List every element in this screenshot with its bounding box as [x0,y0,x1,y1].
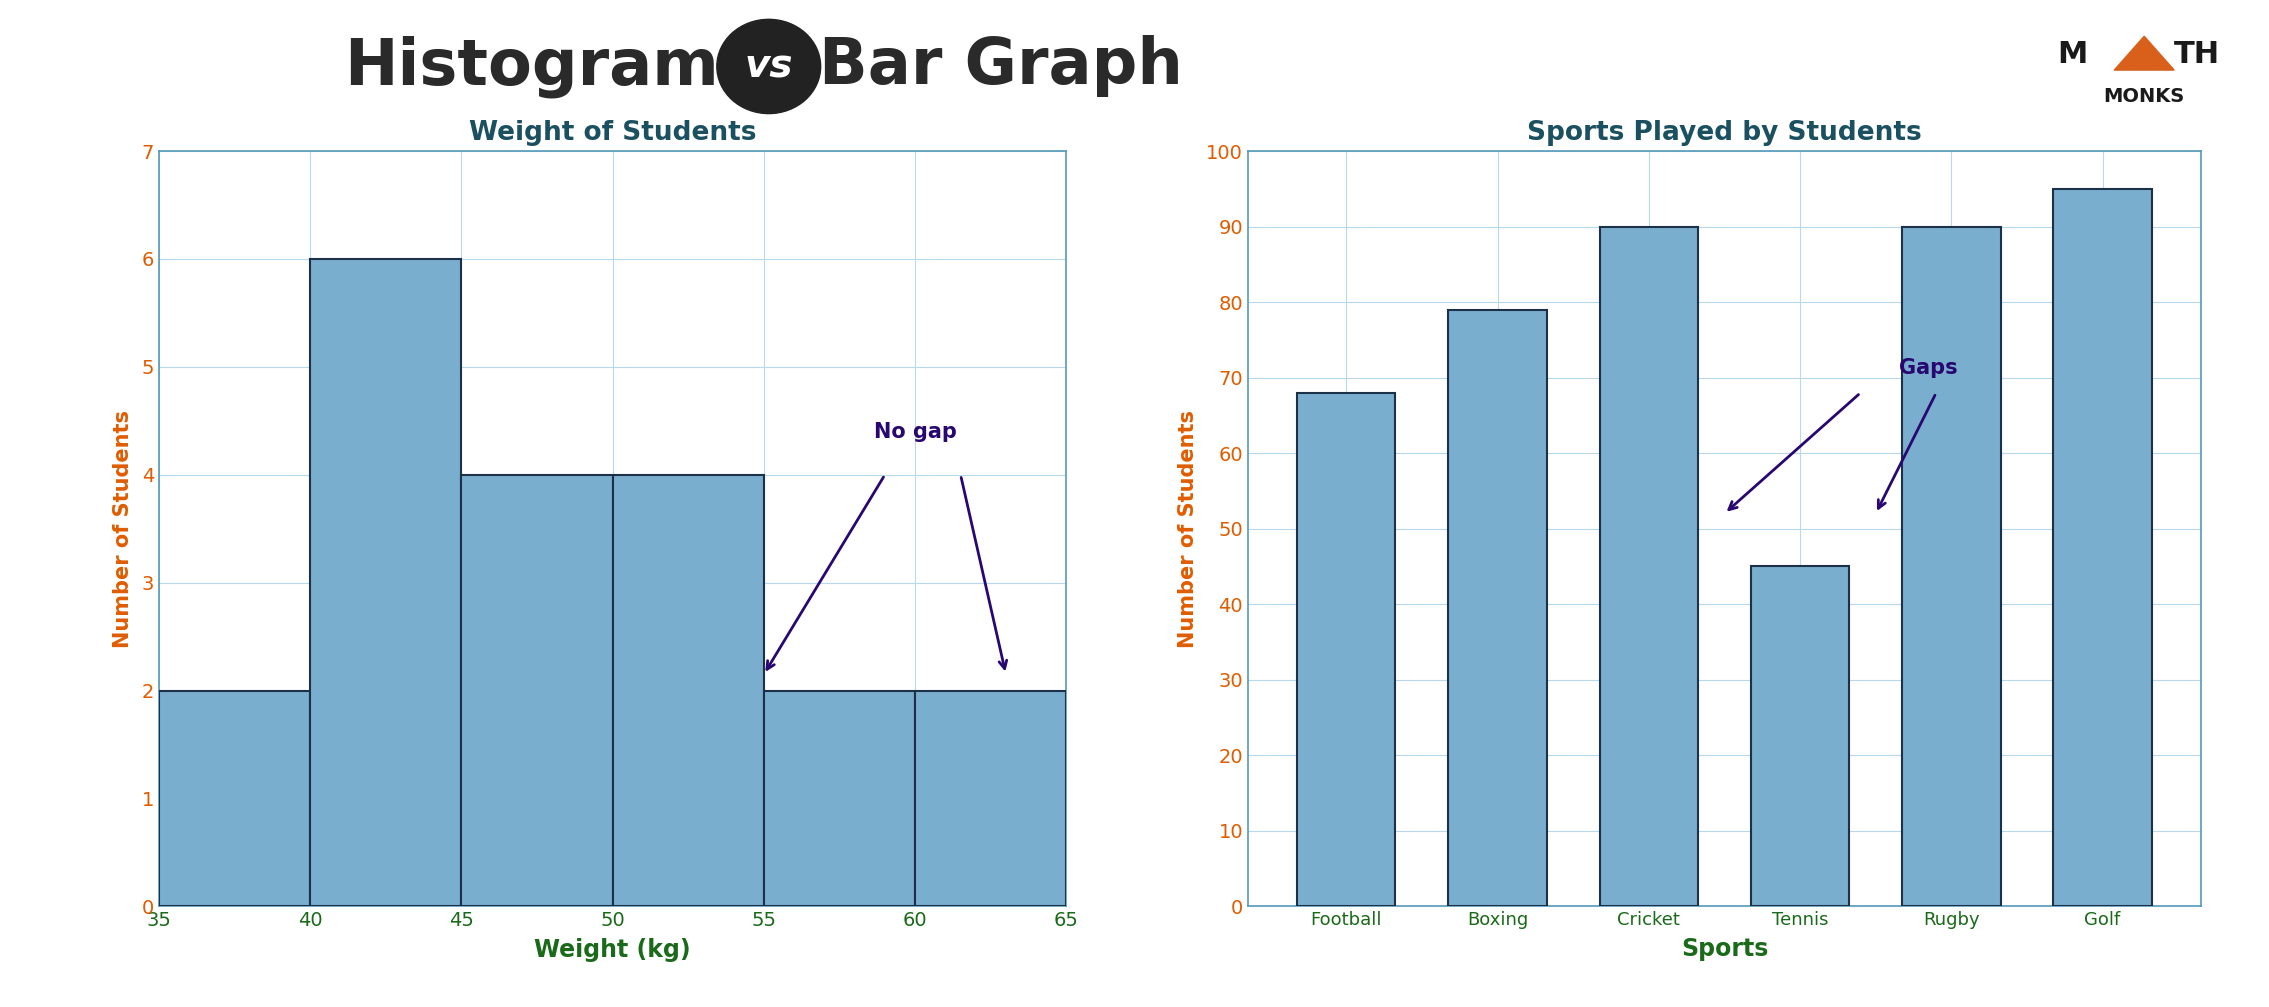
Bar [1298,393,1395,906]
Bar [1448,310,1547,906]
Bar [914,691,1066,906]
Bar [1600,227,1697,906]
Text: No gap: No gap [874,422,958,442]
Text: TH: TH [2174,40,2221,68]
Bar [311,259,461,906]
Text: M: M [2058,40,2087,68]
Text: Histogram: Histogram [345,35,719,98]
X-axis label: Sports: Sports [1681,938,1768,962]
Text: MONKS: MONKS [2103,88,2185,106]
Bar [613,474,765,906]
Bar [1752,566,1849,906]
Text: vs: vs [744,47,792,86]
Bar [1901,227,2001,906]
Text: Bar Graph: Bar Graph [819,35,1182,98]
Bar [461,474,613,906]
Bar [159,691,311,906]
X-axis label: Weight (kg): Weight (kg) [533,939,692,963]
Title: Sports Played by Students: Sports Played by Students [1527,120,1922,146]
Polygon shape [2115,36,2174,70]
Y-axis label: Number of Students: Number of Students [1178,410,1198,648]
Ellipse shape [717,19,821,114]
Title: Weight of Students: Weight of Students [470,120,756,146]
Bar [2053,189,2151,906]
Bar [765,691,914,906]
Y-axis label: Number of Students: Number of Students [113,410,134,648]
Text: Gaps: Gaps [1899,357,1958,378]
